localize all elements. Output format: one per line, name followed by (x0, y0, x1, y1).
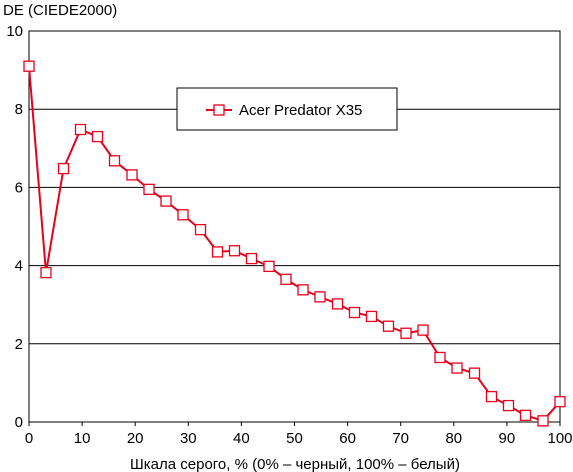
x-axis-ticks: 0 10 20 30 40 50 60 70 80 90 100 (25, 422, 573, 447)
x-tick-label: 100 (547, 430, 572, 447)
y-axis-ticks: 0 2 4 6 8 10 (6, 23, 23, 431)
data-point (126, 169, 138, 181)
data-point (331, 298, 344, 310)
x-tick-label: 90 (499, 430, 516, 447)
data-point (263, 260, 275, 273)
data-point (502, 399, 515, 412)
x-tick-label: 30 (180, 430, 197, 447)
data-point (451, 362, 463, 374)
data-point (400, 327, 412, 339)
y-tick-label: 4 (15, 258, 23, 275)
y-tick-label: 2 (15, 336, 23, 353)
data-point (160, 195, 172, 207)
y-tick-label: 8 (15, 101, 23, 118)
data-point (194, 223, 207, 236)
data-point (382, 320, 395, 332)
data-point (211, 246, 224, 258)
data-point (537, 415, 549, 427)
data-point (108, 155, 121, 167)
data-point (554, 396, 566, 408)
legend-marker (213, 104, 225, 116)
data-point (417, 324, 429, 336)
data-point (280, 273, 292, 285)
x-tick-label: 70 (392, 430, 409, 447)
grid-lines (29, 108, 560, 345)
data-point (297, 284, 309, 296)
x-tick-label: 40 (233, 430, 250, 447)
legend-label: Acer Predator X35 (239, 102, 362, 119)
data-point (23, 60, 35, 72)
series-layer (23, 60, 566, 427)
y-axis-title: DE (CIEDE2000) (3, 2, 117, 19)
data-point (245, 252, 258, 265)
data-point (143, 183, 155, 196)
legend: Acer Predator X35 (176, 87, 398, 131)
x-tick-label: 10 (74, 430, 91, 447)
data-point (519, 409, 532, 422)
data-point (434, 351, 446, 364)
x-tick-label: 80 (445, 430, 462, 447)
data-point (314, 291, 326, 303)
x-tick-label: 60 (339, 430, 356, 447)
x-tick-label: 20 (127, 430, 144, 447)
data-point (57, 162, 70, 175)
y-tick-label: 10 (6, 23, 23, 40)
data-point (485, 390, 498, 403)
y-tick-label: 0 (15, 414, 23, 431)
data-point (74, 123, 87, 136)
data-point (40, 266, 52, 279)
data-point (365, 310, 378, 323)
data-point (348, 306, 361, 319)
x-axis-title: Шкала серого, % (0% – черный, 100% – бел… (130, 456, 460, 472)
data-point (468, 367, 481, 379)
x-tick-label: 50 (286, 430, 303, 447)
data-point (177, 209, 189, 221)
data-point (91, 130, 104, 143)
data-point (228, 245, 241, 257)
x-tick-label: 0 (25, 430, 33, 447)
y-tick-label: 6 (15, 179, 23, 196)
